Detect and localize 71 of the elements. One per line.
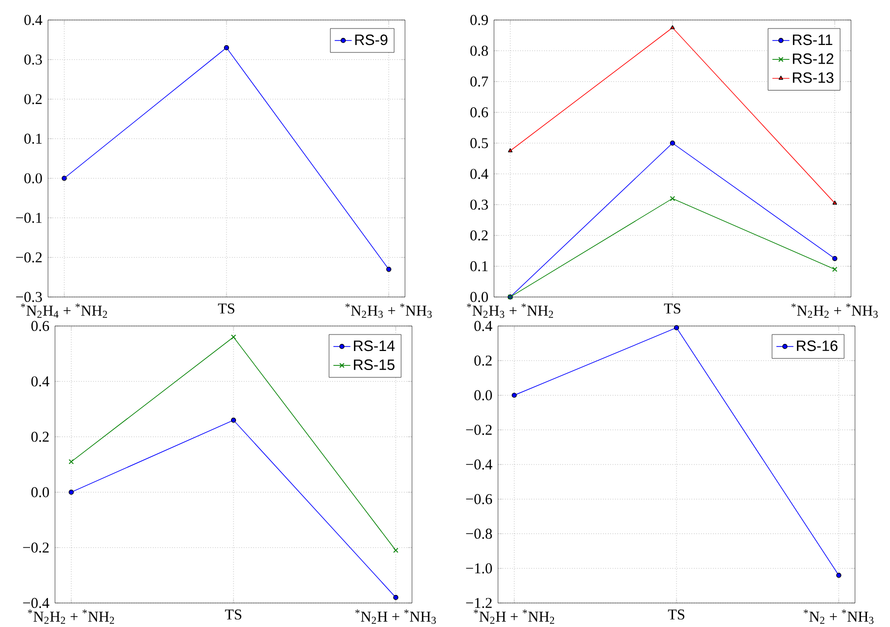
x-tick-label: $^{*}$N$_{2}$H + $^{*}$NH$_{3}$ xyxy=(355,609,436,624)
y-tick-label: −0.2 xyxy=(466,424,492,435)
x-tick-label: TS xyxy=(664,303,680,314)
y-tick-label: 0.4 xyxy=(24,14,42,26)
point xyxy=(670,140,676,146)
point xyxy=(674,325,680,330)
category-label: $^{*}$N$_{2}$H$_{4}$ + $^{*}$NH$_{2}$ xyxy=(20,303,108,318)
y-tick-label: 0.8 xyxy=(470,46,488,56)
y-tick-label: 0.3 xyxy=(470,200,488,210)
x-tick-label: TS xyxy=(225,609,242,620)
y-tick-label: 0.7 xyxy=(470,76,488,87)
y-tick-label: 0.0 xyxy=(470,292,488,302)
point xyxy=(68,459,74,464)
point xyxy=(224,45,230,50)
y-tick-label: −0.6 xyxy=(466,494,492,504)
y-tick-label: 0.4 xyxy=(31,376,50,386)
y-tick-label: −1.2 xyxy=(466,598,492,608)
y-tick-label: 0.4 xyxy=(470,168,488,179)
point xyxy=(832,200,838,205)
y-tick-label: 0.0 xyxy=(24,173,42,184)
y-tick-label: −0.2 xyxy=(16,252,42,262)
y-tick-label: 0.0 xyxy=(31,487,49,498)
x-tick-label: TS xyxy=(668,609,684,620)
y-tick-label: −0.1 xyxy=(16,212,42,223)
y-tick-label: −0.3 xyxy=(16,292,42,302)
x-tick-label: $^{*}$N$_{2}$H + $^{*}$NH$_{2}$ xyxy=(474,609,554,624)
point xyxy=(393,594,398,600)
y-tick-label: 0.1 xyxy=(470,261,488,272)
category-label: $^{*}$N$_{2}$H$_{3}$ + $^{*}$NH$_{3}$ xyxy=(345,303,432,318)
legend-label: RS-9 xyxy=(355,34,388,46)
y-tick-label: −1.0 xyxy=(466,563,492,574)
legend-label: RS-11 xyxy=(792,34,832,46)
y-tick-label: 0.2 xyxy=(31,432,49,442)
point xyxy=(68,490,74,495)
y-tick-label: 0.2 xyxy=(470,230,488,240)
legend-label: RS-16 xyxy=(796,340,838,352)
point xyxy=(231,334,236,340)
y-tick-label: 0.1 xyxy=(24,134,42,144)
point xyxy=(508,148,512,152)
category-label: $^{*}$N$_{2}$H$_{2}$ + $^{*}$NH$_{2}$ xyxy=(28,609,114,624)
point xyxy=(836,572,842,578)
category-label: $^{*}$N$_{2}$H$_{2}$ + $^{*}$NH$_{3}$ xyxy=(791,303,878,318)
y-tick-label: 0.3 xyxy=(24,54,42,65)
point xyxy=(512,392,517,398)
point xyxy=(393,548,398,553)
point xyxy=(230,418,236,423)
y-tick-label: 0.2 xyxy=(474,355,492,366)
y-tick-label: −0.4 xyxy=(466,459,492,470)
y-tick-label: −0.8 xyxy=(466,528,492,539)
y-tick-label: 0.6 xyxy=(31,320,50,332)
y-tick-label: 0.6 xyxy=(470,107,488,118)
point xyxy=(62,176,67,181)
y-tick-label: 0.5 xyxy=(470,138,488,148)
legend-label: RS-14 xyxy=(354,340,395,352)
legend-label: RS-12 xyxy=(792,53,834,64)
x-tick-label: $^{*}$N$_{2}$ + $^{*}$NH$_{3}$ xyxy=(804,609,874,624)
legend-label: RS-13 xyxy=(792,72,834,83)
y-tick-label: 0.9 xyxy=(470,14,488,26)
y-tick-label: 0.4 xyxy=(474,320,492,332)
point xyxy=(832,256,838,262)
point xyxy=(670,196,675,201)
y-tick-label: −0.4 xyxy=(23,598,50,608)
point xyxy=(670,25,675,30)
point xyxy=(386,266,392,272)
category-label: $^{*}$N$_{2}$H$_{3}$ + $^{*}$NH$_{2}$ xyxy=(466,303,554,318)
y-tick-label: −0.2 xyxy=(23,542,49,553)
point xyxy=(832,266,838,272)
legend-label: RS-15 xyxy=(354,359,394,370)
y-tick-label: 0.0 xyxy=(474,390,492,400)
y-tick-label: 0.2 xyxy=(24,94,42,104)
x-tick-label: TS xyxy=(218,303,234,314)
